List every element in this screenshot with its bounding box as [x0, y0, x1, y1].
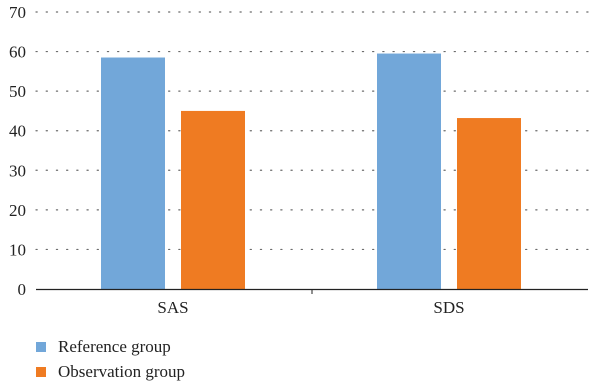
legend-label-reference-group: Reference group: [58, 337, 171, 356]
y-tick-label-70: 70: [9, 3, 26, 22]
x-tick-label-sas: SAS: [157, 298, 188, 317]
x-tick-label-sds: SDS: [433, 298, 464, 317]
bar-sas-observation-group: [181, 110, 245, 289]
y-tick-label-20: 20: [9, 201, 26, 220]
y-tick-label-10: 10: [9, 240, 26, 259]
y-tick-label-60: 60: [9, 43, 26, 62]
legend-swatch-reference-group: [36, 341, 46, 352]
y-tick-label-40: 40: [9, 122, 26, 141]
axes: [36, 288, 588, 294]
bar-sds-reference-group: [377, 53, 441, 289]
legend-item-observation-group: Observation group: [36, 359, 336, 384]
legend: Reference group Observation group: [36, 334, 336, 384]
y-tick-label-30: 30: [9, 161, 26, 180]
y-tick-label-0: 0: [18, 280, 27, 299]
bars: [101, 53, 521, 290]
y-tick-label-50: 50: [9, 82, 26, 101]
bar-sas-reference-group: [101, 57, 165, 289]
bar-sds-observation-group: [457, 118, 521, 290]
tick-labels: 0 10 20 30 40 50 60 70 SAS SDS: [9, 3, 465, 317]
legend-label-observation-group: Observation group: [58, 362, 186, 381]
legend-item-reference-group: Reference group: [36, 334, 336, 359]
legend-swatch-observation-group: [36, 366, 46, 377]
